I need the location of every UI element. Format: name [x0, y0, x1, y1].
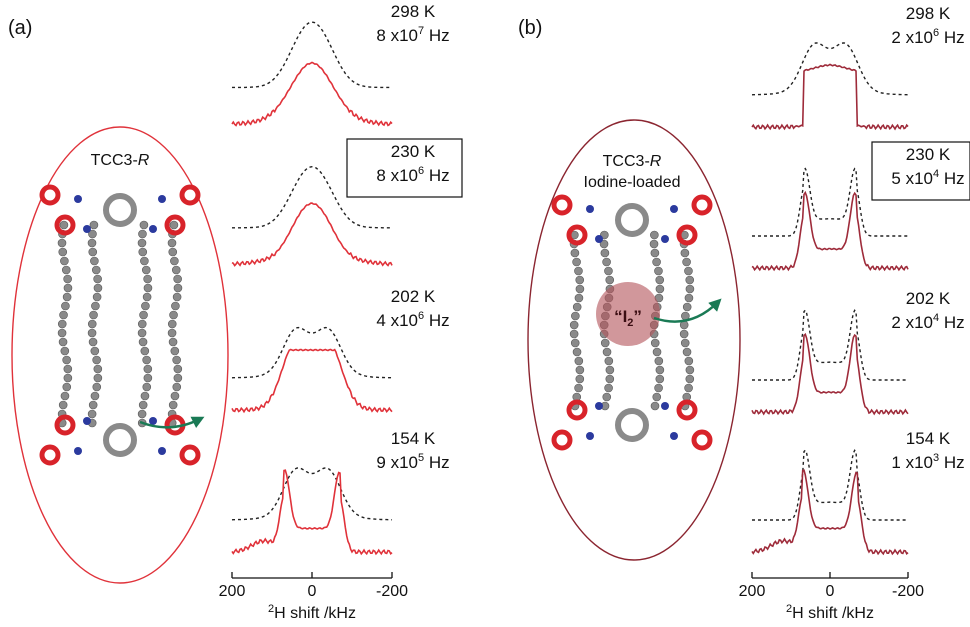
simulated-spectrum-line: [231, 326, 393, 379]
panel-b: (b) TCC3-R Iodine-loaded “I2” 298 K 2 x10…: [518, 4, 970, 622]
rotation-arrow: [653, 298, 722, 323]
molecule-sublabel: Iodine-loaded: [584, 174, 681, 191]
simulated-spectrum-line: [231, 467, 393, 521]
exchange-rate-label: 2 x104 Hz: [891, 312, 964, 332]
temperature-label: 202 K: [906, 289, 951, 308]
temperature-label: 230 K: [391, 142, 436, 161]
experimental-spectrum-line: [231, 61, 393, 127]
x-tick-label: -200: [892, 583, 924, 600]
experimental-spectrum-line: [751, 190, 909, 272]
x-tick-label: 0: [826, 583, 835, 600]
spectra-stack: 298 K 2 x106 Hz 230 K 5 x104 Hz 202 K 2 x104 …: [751, 4, 970, 556]
temperature-label: 154 K: [391, 429, 436, 448]
exchange-rate-label: 5 x104 Hz: [891, 168, 964, 188]
experimental-spectrum-line: [751, 469, 909, 556]
exchange-rate-label: 8 x107 Hz: [376, 25, 449, 45]
experimental-spectrum-line: [751, 332, 909, 416]
experimental-spectrum-line: [231, 348, 393, 414]
simulated-spectrum-line: [752, 449, 908, 521]
highlight-box: [346, 138, 463, 198]
simulated-spectrum-line: [232, 165, 392, 229]
x-tick-label: 200: [219, 583, 246, 600]
temperature-label: 154 K: [906, 429, 951, 448]
molecule-cage-illustration: [39, 184, 201, 466]
molecule-ellipse: [527, 119, 741, 561]
highlight-box: [871, 141, 970, 201]
exchange-rate-label: 2 x106 Hz: [891, 27, 964, 47]
spectra-stack: 298 K 8 x107 Hz 230 K 8 x106 Hz 202 K 4 x106 …: [231, 2, 463, 556]
experimental-spectrum-line: [231, 202, 393, 267]
iodine-guest-sphere: [596, 282, 660, 346]
temperature-label: 298 K: [391, 2, 436, 21]
molecule-label: TCC3-R: [603, 153, 662, 170]
simulated-spectrum-line: [752, 167, 908, 237]
temperature-label: 298 K: [906, 4, 951, 23]
exchange-rate-label: 8 x106 Hz: [376, 165, 449, 185]
molecule-ellipse: [11, 126, 229, 584]
x-axis-title: 2H shift /kHz: [268, 603, 356, 622]
temperature-label: 202 K: [391, 287, 436, 306]
rotation-arrow: [139, 416, 205, 429]
experimental-spectrum-line: [751, 63, 909, 131]
x-tick-label: -200: [376, 583, 408, 600]
x-tick-label: 200: [739, 583, 766, 600]
panel-label: (a): [8, 17, 32, 39]
x-tick-label: 0: [308, 583, 317, 600]
x-axis-title: 2H shift /kHz: [786, 603, 874, 622]
experimental-spectrum-line: [231, 469, 393, 556]
x-axis: 200 0 -200 2H shift /kHz: [739, 572, 924, 622]
panel-label: (b): [518, 17, 542, 39]
simulated-spectrum-line: [232, 21, 392, 89]
x-axis: 200 0 -200 2H shift /kHz: [219, 572, 408, 622]
temperature-label: 230 K: [906, 145, 951, 164]
simulated-spectrum-line: [751, 42, 909, 96]
exchange-rate-label: 4 x106 Hz: [376, 310, 449, 330]
exchange-rate-label: 9 x105 Hz: [376, 452, 449, 472]
exchange-rate-label: 1 x103 Hz: [891, 452, 964, 472]
molecule-label: TCC3-R: [91, 152, 150, 169]
iodine-guest-label: “I2”: [614, 307, 642, 329]
simulated-spectrum-line: [752, 309, 908, 381]
